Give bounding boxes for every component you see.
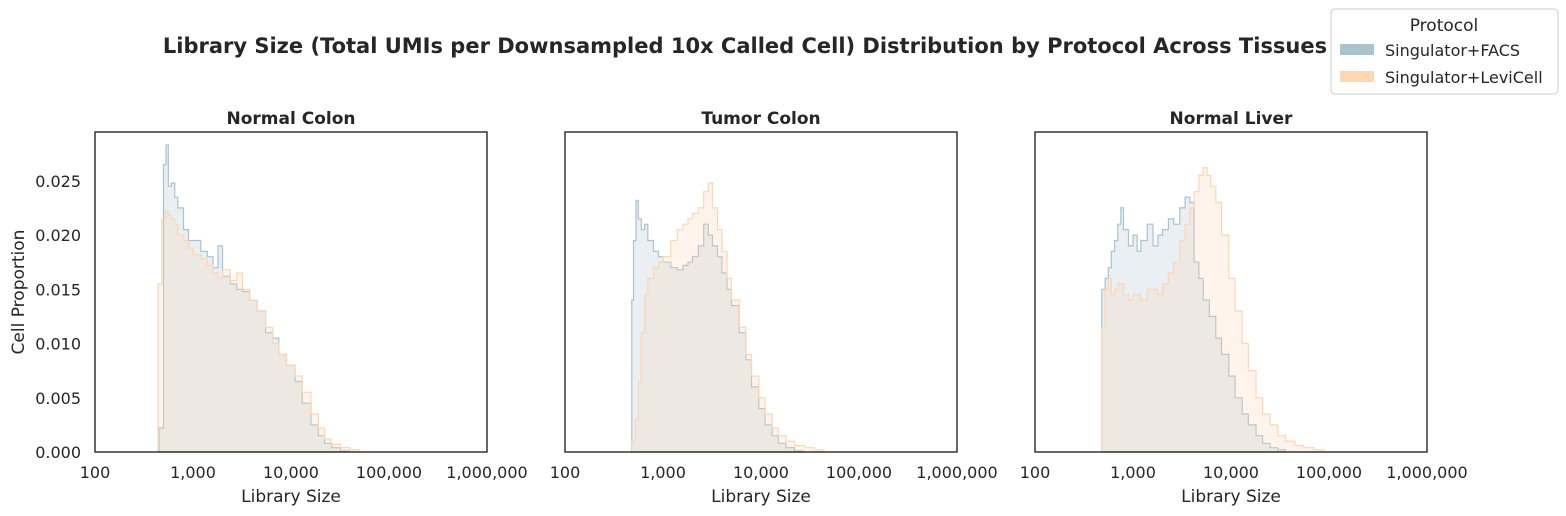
histogram-levicell-panel-1 (157, 210, 361, 453)
panel-3: Normal Liver 100 1,000 10,000 100,000 1,000,0… (1020, 109, 1468, 507)
y-tick-label: 0.025 (35, 172, 81, 191)
panel-title: Normal Colon (227, 109, 356, 129)
panel-title: Normal Liver (1170, 109, 1293, 129)
histogram-levicell-panel-3 (1101, 167, 1325, 453)
histogram-levicell-panel-2 (631, 182, 825, 453)
x-tick-label: 1,000 (1110, 463, 1156, 482)
x-tick-label: 100,000 (1296, 463, 1362, 482)
histogram-facs-panel-2 (631, 199, 804, 453)
legend-label-levicell: Singulator+LeviCell (1385, 68, 1543, 87)
y-tick-label: 0.015 (35, 280, 81, 299)
legend-label-facs: Singulator+FACS (1385, 41, 1520, 60)
x-tick-label: 1,000,000 (1386, 463, 1467, 482)
x-tick-label: 100 (80, 463, 111, 482)
x-tick-label: 100,000 (826, 463, 892, 482)
y-axis-label: Cell Proportion (9, 230, 29, 355)
x-tick-label: 100 (1020, 463, 1051, 482)
x-tick-label: 10,000 (1203, 463, 1259, 482)
legend-swatch-facs (1340, 44, 1374, 55)
panels-layer: Normal Colon 100 1,000 10,000 100,000 1,000,0… (35, 109, 1468, 507)
x-tick-label: 100,000 (356, 463, 422, 482)
y-tick-label: 0.010 (35, 335, 81, 354)
x-tick-label: 1,000 (640, 463, 686, 482)
legend-title: Protocol (1410, 16, 1479, 36)
histogram-facs-panel-3 (1101, 196, 1287, 453)
x-tick-label: 100 (550, 463, 581, 482)
y-tick-label: 0.000 (35, 443, 81, 462)
x-axis-label: Library Size (1181, 487, 1281, 507)
plot-frame (1034, 131, 1428, 453)
histogram-facs-panel-1 (158, 144, 350, 453)
y-tick-label: 0.005 (35, 389, 81, 408)
legend: Protocol Singulator+FACS Singulator+Levi… (1330, 8, 1559, 95)
x-tick-label: 10,000 (263, 463, 319, 482)
panel-title: Tumor Colon (701, 109, 820, 129)
x-axis-label: Library Size (241, 487, 341, 507)
x-tick-label: 1,000,000 (916, 463, 997, 482)
legend-frame (1330, 8, 1559, 95)
panel-1: Normal Colon 100 1,000 10,000 100,000 1,000,0… (35, 109, 528, 507)
x-axis-label: Library Size (711, 487, 811, 507)
x-tick-label: 1,000 (170, 463, 216, 482)
x-tick-label: 1,000,000 (446, 463, 527, 482)
legend-swatch-levicell (1340, 71, 1374, 82)
plot-frame (564, 131, 958, 453)
y-tick-label: 0.020 (35, 226, 81, 245)
x-tick-label: 10,000 (733, 463, 789, 482)
plot-frame (94, 131, 488, 453)
chart-title: Library Size (Total UMIs per Downsampled… (163, 34, 1327, 58)
panel-2: Tumor Colon 100 1,000 10,000 100,000 1,000,00… (550, 109, 998, 507)
